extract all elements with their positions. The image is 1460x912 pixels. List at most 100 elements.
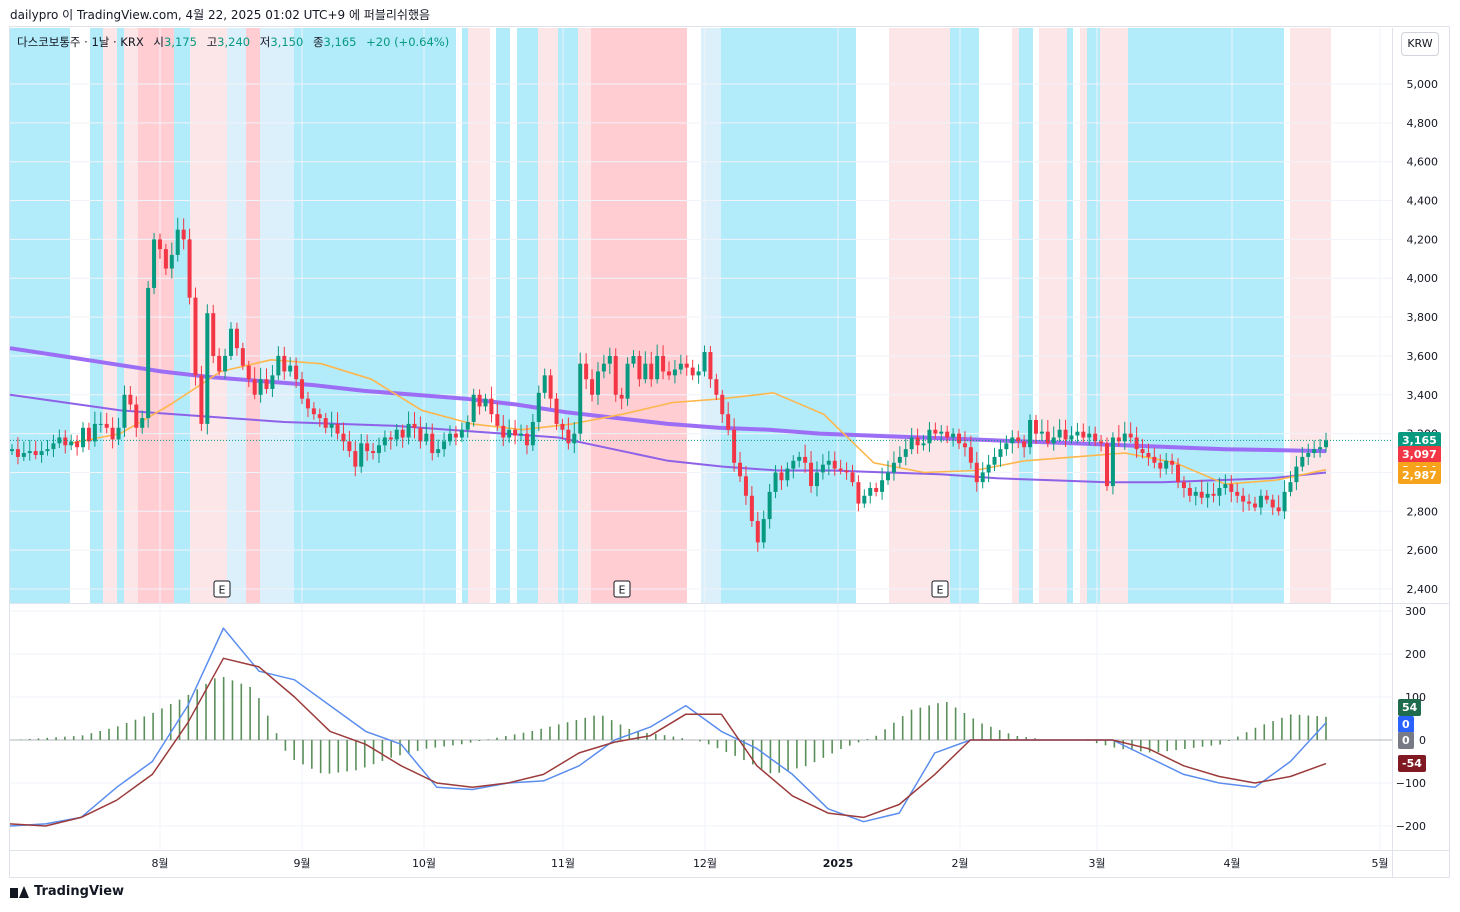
time-tick-label: 10월 xyxy=(412,857,436,870)
osc-macd-label: 0 xyxy=(1398,715,1414,733)
candle-body xyxy=(252,379,257,395)
candle-body xyxy=(146,287,151,419)
candle-body xyxy=(886,472,890,481)
candle-body xyxy=(738,462,743,477)
osc-tick-label: 0 xyxy=(1419,734,1426,747)
candle-body xyxy=(1324,440,1328,448)
ma-short-price-label: 3,097 xyxy=(1398,445,1441,463)
candle-body xyxy=(276,355,281,376)
earnings-marker xyxy=(213,580,231,598)
candle-body xyxy=(128,394,133,405)
candle-body xyxy=(1164,460,1169,469)
change-value: +20 (+0.64%) xyxy=(366,35,450,49)
candle-body xyxy=(288,365,293,372)
candle-body xyxy=(1099,441,1104,444)
regime-band xyxy=(950,28,979,603)
earnings-marker-label: E xyxy=(619,584,626,597)
candle-body xyxy=(33,451,38,455)
candle-body xyxy=(10,449,14,452)
candle-body xyxy=(542,375,547,393)
price-tick-label: 3,800 xyxy=(1407,311,1439,324)
candle-body xyxy=(601,363,606,372)
candle-body xyxy=(1294,466,1299,483)
close-label: 종 xyxy=(312,35,324,49)
candle-body xyxy=(376,445,381,454)
candle-body xyxy=(1110,437,1115,487)
candle-body xyxy=(578,363,583,434)
price-tick-label: 4,600 xyxy=(1407,156,1439,169)
candle-body xyxy=(1288,482,1293,492)
candle-body xyxy=(459,429,464,438)
candle-body xyxy=(980,472,985,483)
regime-band xyxy=(174,28,190,603)
candle-body xyxy=(1181,482,1186,488)
regime-band xyxy=(468,28,490,603)
candle-body xyxy=(619,394,624,399)
regime-band xyxy=(903,28,950,603)
osc-tick-label: −100 xyxy=(1396,777,1426,790)
candle-body xyxy=(832,460,837,469)
tradingview-icon xyxy=(10,885,30,898)
regime-band xyxy=(1128,28,1284,603)
candle-body xyxy=(1276,507,1281,512)
candle-body xyxy=(1241,495,1246,502)
earnings-marker-label: E xyxy=(219,584,226,597)
candle-body xyxy=(595,371,600,395)
earnings-marker-label: E xyxy=(937,584,944,597)
tradingview-logo[interactable]: TradingView xyxy=(10,884,124,899)
candle-body xyxy=(696,371,701,376)
regime-band xyxy=(591,28,687,603)
candle-body xyxy=(1116,437,1121,442)
candle-body xyxy=(477,394,482,407)
currency-button[interactable]: KRW xyxy=(1401,32,1439,56)
candle-body xyxy=(388,437,393,440)
candle-body xyxy=(1093,433,1098,442)
candle-body xyxy=(1033,420,1038,434)
candle-body xyxy=(637,355,642,380)
candle-body xyxy=(1028,420,1033,448)
candle-body xyxy=(371,451,376,454)
candle-body xyxy=(779,472,784,481)
candle-body xyxy=(181,229,186,240)
candle-body xyxy=(743,476,748,496)
candle-body xyxy=(382,437,387,446)
candle-body xyxy=(519,433,524,436)
candle-body xyxy=(844,470,849,473)
price-tick-label: 4,200 xyxy=(1407,233,1439,246)
regime-band xyxy=(496,28,510,603)
candle-body xyxy=(501,425,506,438)
candle-body xyxy=(329,423,334,428)
candle-body xyxy=(720,394,725,415)
regime-band xyxy=(1080,28,1087,603)
candle-body xyxy=(791,460,796,469)
candle-body xyxy=(412,423,417,428)
regime-band xyxy=(517,28,538,603)
candle-body xyxy=(1252,503,1257,508)
ma-long-price-label: 2,987 xyxy=(1398,466,1441,484)
regime-band xyxy=(462,28,468,603)
candle-body xyxy=(341,433,346,442)
candle-body xyxy=(353,451,358,467)
regime-band xyxy=(294,28,456,603)
candle-body xyxy=(110,427,115,440)
regime-band xyxy=(10,28,70,603)
candle-body xyxy=(394,429,399,440)
time-tick-label: 3월 xyxy=(1088,857,1105,870)
candle-body xyxy=(755,521,760,543)
candle-body xyxy=(365,443,370,452)
symbol-legend[interactable]: 다스코보통주 · 1날 · KRX 시3,175 고3,240 저3,150 종… xyxy=(17,34,449,50)
regime-band xyxy=(124,28,138,603)
candle-body xyxy=(483,398,488,407)
candle-body xyxy=(1075,431,1080,436)
candle-body xyxy=(1270,499,1275,508)
candle-body xyxy=(1051,437,1056,444)
candle-body xyxy=(684,363,689,368)
candle-body xyxy=(51,443,56,450)
candle-body xyxy=(1039,431,1044,434)
time-tick-label: 11월 xyxy=(551,857,575,870)
symbol-name[interactable]: 다스코보통주 · 1날 · KRX xyxy=(17,35,144,49)
candle-body xyxy=(86,427,91,442)
regime-band xyxy=(889,28,903,603)
candle-body xyxy=(1258,495,1263,508)
